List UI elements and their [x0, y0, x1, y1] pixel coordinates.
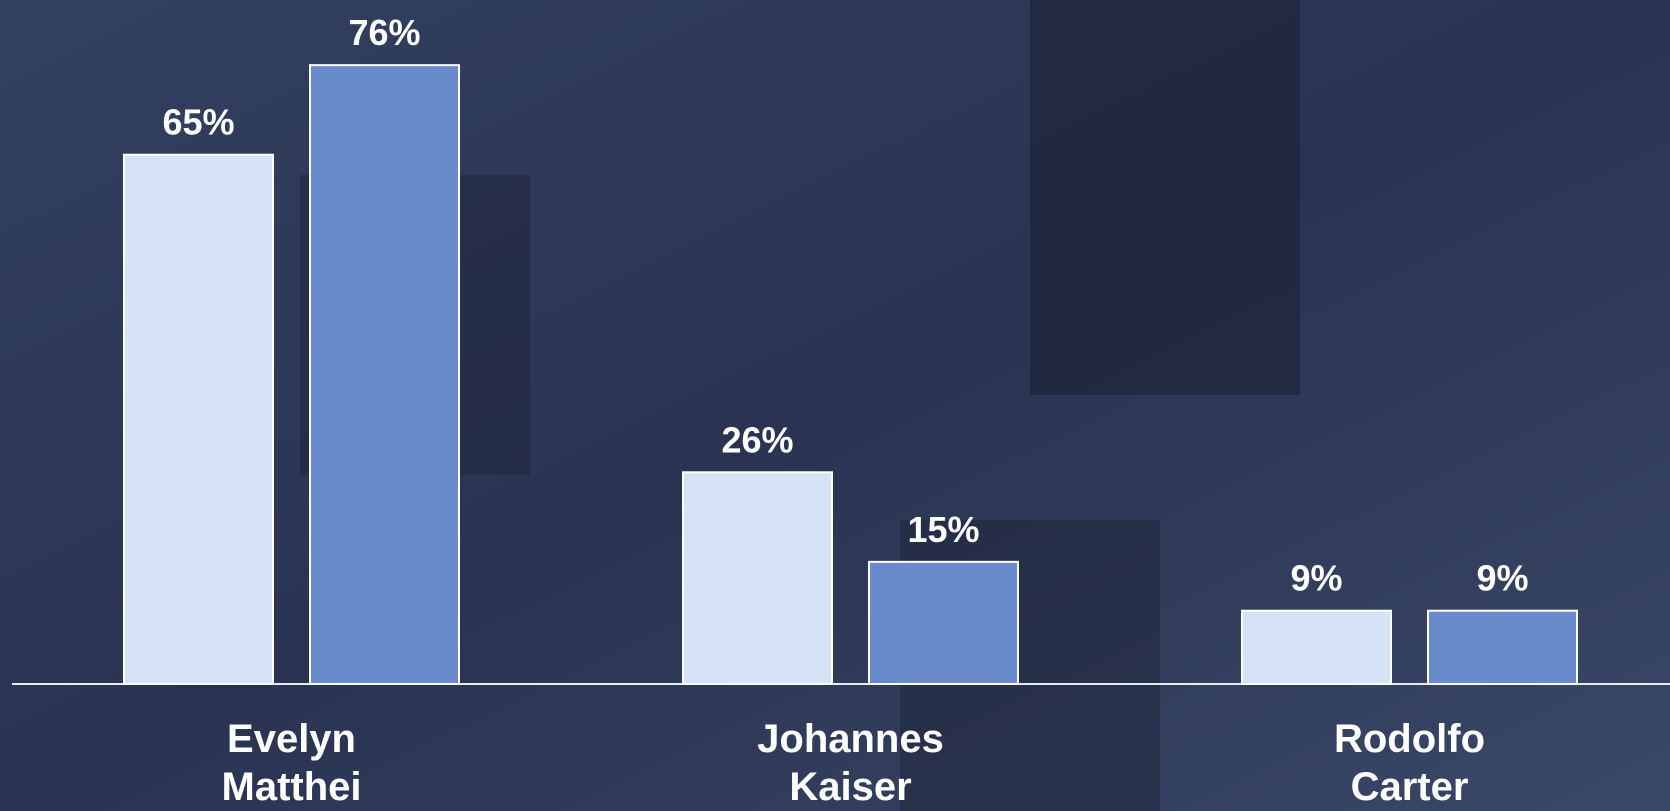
bar: [309, 64, 460, 685]
value-label: 65%: [162, 102, 234, 143]
bar: [868, 560, 1019, 685]
bar: [123, 153, 274, 685]
x-tick-label: Johannes Kaiser: [757, 717, 944, 809]
value-label: 9%: [1476, 558, 1528, 599]
value-label: 26%: [721, 419, 793, 460]
value-label: 76%: [348, 12, 420, 53]
x-tick-label: Rodolfo Carter: [1334, 717, 1485, 809]
decor: [1030, 0, 1300, 395]
bar: [1427, 609, 1578, 686]
value-label: 15%: [907, 509, 979, 550]
value-label: 9%: [1290, 558, 1342, 599]
x-tick-label: Evelyn Matthei: [222, 717, 362, 809]
bar: [682, 471, 833, 685]
bar: [1241, 609, 1392, 686]
